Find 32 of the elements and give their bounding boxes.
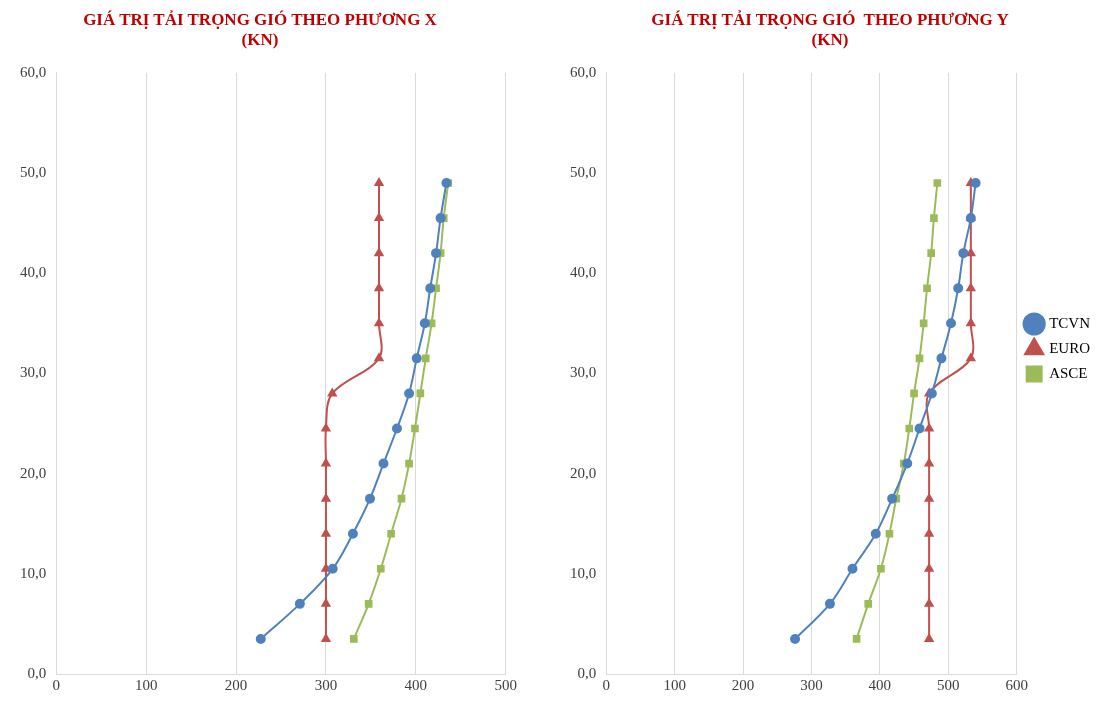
y-tick-label: 50,0: [20, 163, 47, 180]
y-tick-label: 50,0: [570, 163, 597, 180]
y-tick-label: 20,0: [20, 464, 47, 481]
y-tick-label: 30,0: [570, 364, 597, 381]
x-tick-label: 100: [134, 676, 158, 693]
x-tick-label: 300: [800, 676, 823, 693]
x-tick-label: 0: [52, 676, 60, 693]
legend-label: EURO: [1049, 339, 1091, 356]
x-tick-label: 500: [937, 676, 960, 693]
x-tick-label: 600: [1005, 676, 1028, 693]
y-tick-label: 40,0: [20, 264, 47, 281]
y-tick-label: 40,0: [570, 264, 597, 281]
legend-label: ASCE: [1049, 364, 1088, 381]
chart-title: GIÁ TRỊ TẢI TRỌNG GIÓ THEO PHƯƠNG Y (KN): [651, 9, 1009, 49]
legend-label: TCVN: [1049, 314, 1091, 331]
y-tick-label: 0,0: [577, 664, 597, 681]
y-tick-label: 60,0: [570, 63, 597, 80]
x-tick-label: 400: [404, 676, 428, 693]
y-tick-label: 60,0: [20, 63, 47, 80]
y-tick-label: 10,0: [20, 564, 47, 581]
y-tick-label: 0,0: [27, 664, 47, 681]
x-tick-label: 100: [663, 676, 686, 693]
x-tick-label: 0: [602, 676, 610, 693]
x-tick-label: 400: [868, 676, 892, 693]
chart-title: GIÁ TRỊ TẢI TRỌNG GIÓ THEO PHƯƠNG X (KN): [83, 9, 438, 49]
x-tick-label: 500: [494, 676, 517, 693]
y-tick-label: 20,0: [570, 464, 597, 481]
x-tick-label: 200: [224, 676, 248, 693]
y-tick-label: 10,0: [570, 564, 597, 581]
x-tick-label: 200: [731, 676, 755, 693]
x-tick-label: 300: [314, 676, 338, 693]
y-tick-label: 30,0: [20, 364, 47, 381]
